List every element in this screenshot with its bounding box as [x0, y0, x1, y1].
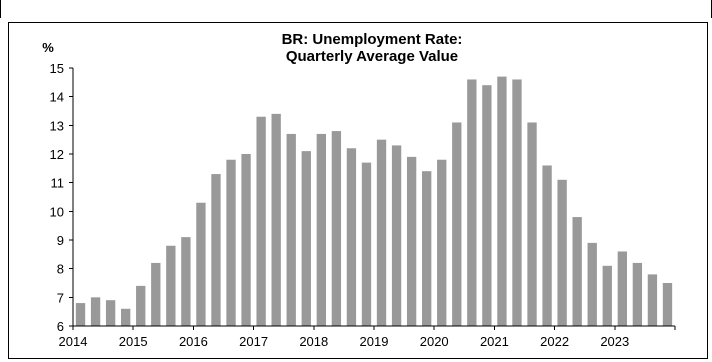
bar-2018-q4 [361, 162, 372, 326]
y-tick-label-15: 15 [50, 61, 64, 76]
bar-2016-q1 [196, 202, 206, 326]
bar-2020-q3 [467, 79, 477, 326]
bar-2017-q3 [286, 133, 296, 326]
bar-2015-q2 [151, 262, 161, 326]
x-tick-label-2020: 2020 [420, 334, 449, 349]
bar-2020-q4 [482, 85, 492, 326]
bars-group [75, 76, 673, 327]
bar-2021-q1 [497, 76, 507, 326]
y-tick-label-13: 13 [50, 118, 64, 133]
bar-2019-q4 [422, 171, 432, 326]
bar-2021-q3 [527, 122, 537, 326]
bar-2017-q4 [301, 151, 311, 326]
y-tick-label-9: 9 [57, 233, 64, 248]
bar-2019-q1 [376, 139, 387, 326]
bar-2018-q3 [346, 148, 357, 326]
bar-2021-q4 [542, 165, 552, 326]
chart-title-line-1: BR: Unemployment Rate: [282, 31, 463, 48]
x-tick-label-2019: 2019 [360, 334, 389, 349]
y-tick-label-8: 8 [57, 262, 64, 277]
y-tick-label-6: 6 [57, 319, 64, 334]
bar-2020-q1 [437, 159, 447, 326]
bar-2019-q2 [391, 145, 402, 326]
bar-2023-q4 [662, 283, 673, 326]
bar-2016-q2 [211, 174, 221, 326]
bar-2017-q1 [256, 116, 266, 326]
bar-2017-q2 [271, 113, 281, 327]
x-tick-label-2022: 2022 [540, 334, 569, 349]
bar-2020-q2 [452, 122, 462, 326]
chart-frame [8, 22, 708, 359]
y-tick-label-7: 7 [57, 290, 64, 305]
y-axis-unit-label: % [42, 40, 54, 55]
axes-group: 6 7 8 9 10 11 12 13 14 15 2014 2015 2016 2017 2018 2019… [50, 61, 676, 349]
x-tick-label-2016: 2016 [179, 334, 208, 349]
bar-2014-q3 [105, 300, 116, 326]
bar-2018-q2 [331, 131, 342, 326]
bar-2022-q3 [587, 242, 597, 326]
x-tick-label-2018: 2018 [299, 334, 328, 349]
bar-2022-q4 [602, 265, 612, 326]
bar-2016-q4 [241, 154, 251, 326]
bar-2023-q3 [647, 274, 658, 326]
bar-2014-q4 [121, 308, 131, 326]
bar-2014-q2 [90, 297, 101, 326]
x-tick-label-2017: 2017 [239, 334, 268, 349]
bar-2023-q1 [617, 251, 627, 326]
bar-2023-q2 [632, 262, 643, 326]
x-tick-label-2023: 2023 [600, 334, 629, 349]
y-tick-label-11: 11 [51, 176, 65, 191]
bar-2016-q3 [226, 159, 236, 326]
bar-2022-q1 [557, 179, 567, 326]
bar-2022-q2 [572, 217, 582, 326]
bar-2019-q3 [406, 156, 417, 326]
frame-edge-left [0, 0, 3, 18]
bar-2018-q1 [316, 133, 326, 326]
x-tick-label-2014: 2014 [59, 334, 88, 349]
x-tick-label-2021: 2021 [480, 334, 509, 349]
y-tick-label-14: 14 [50, 90, 64, 105]
bar-2014-q1 [75, 303, 86, 326]
bar-2015-q4 [181, 237, 191, 326]
chart-title-line-2: Quarterly Average Value [286, 48, 458, 65]
bar-2021-q2 [512, 79, 522, 326]
y-tick-label-12: 12 [50, 147, 64, 162]
bar-2015-q3 [166, 245, 176, 326]
x-tick-label-2015: 2015 [119, 334, 148, 349]
bar-2015-q1 [136, 285, 146, 326]
y-tick-label-10: 10 [50, 204, 64, 219]
